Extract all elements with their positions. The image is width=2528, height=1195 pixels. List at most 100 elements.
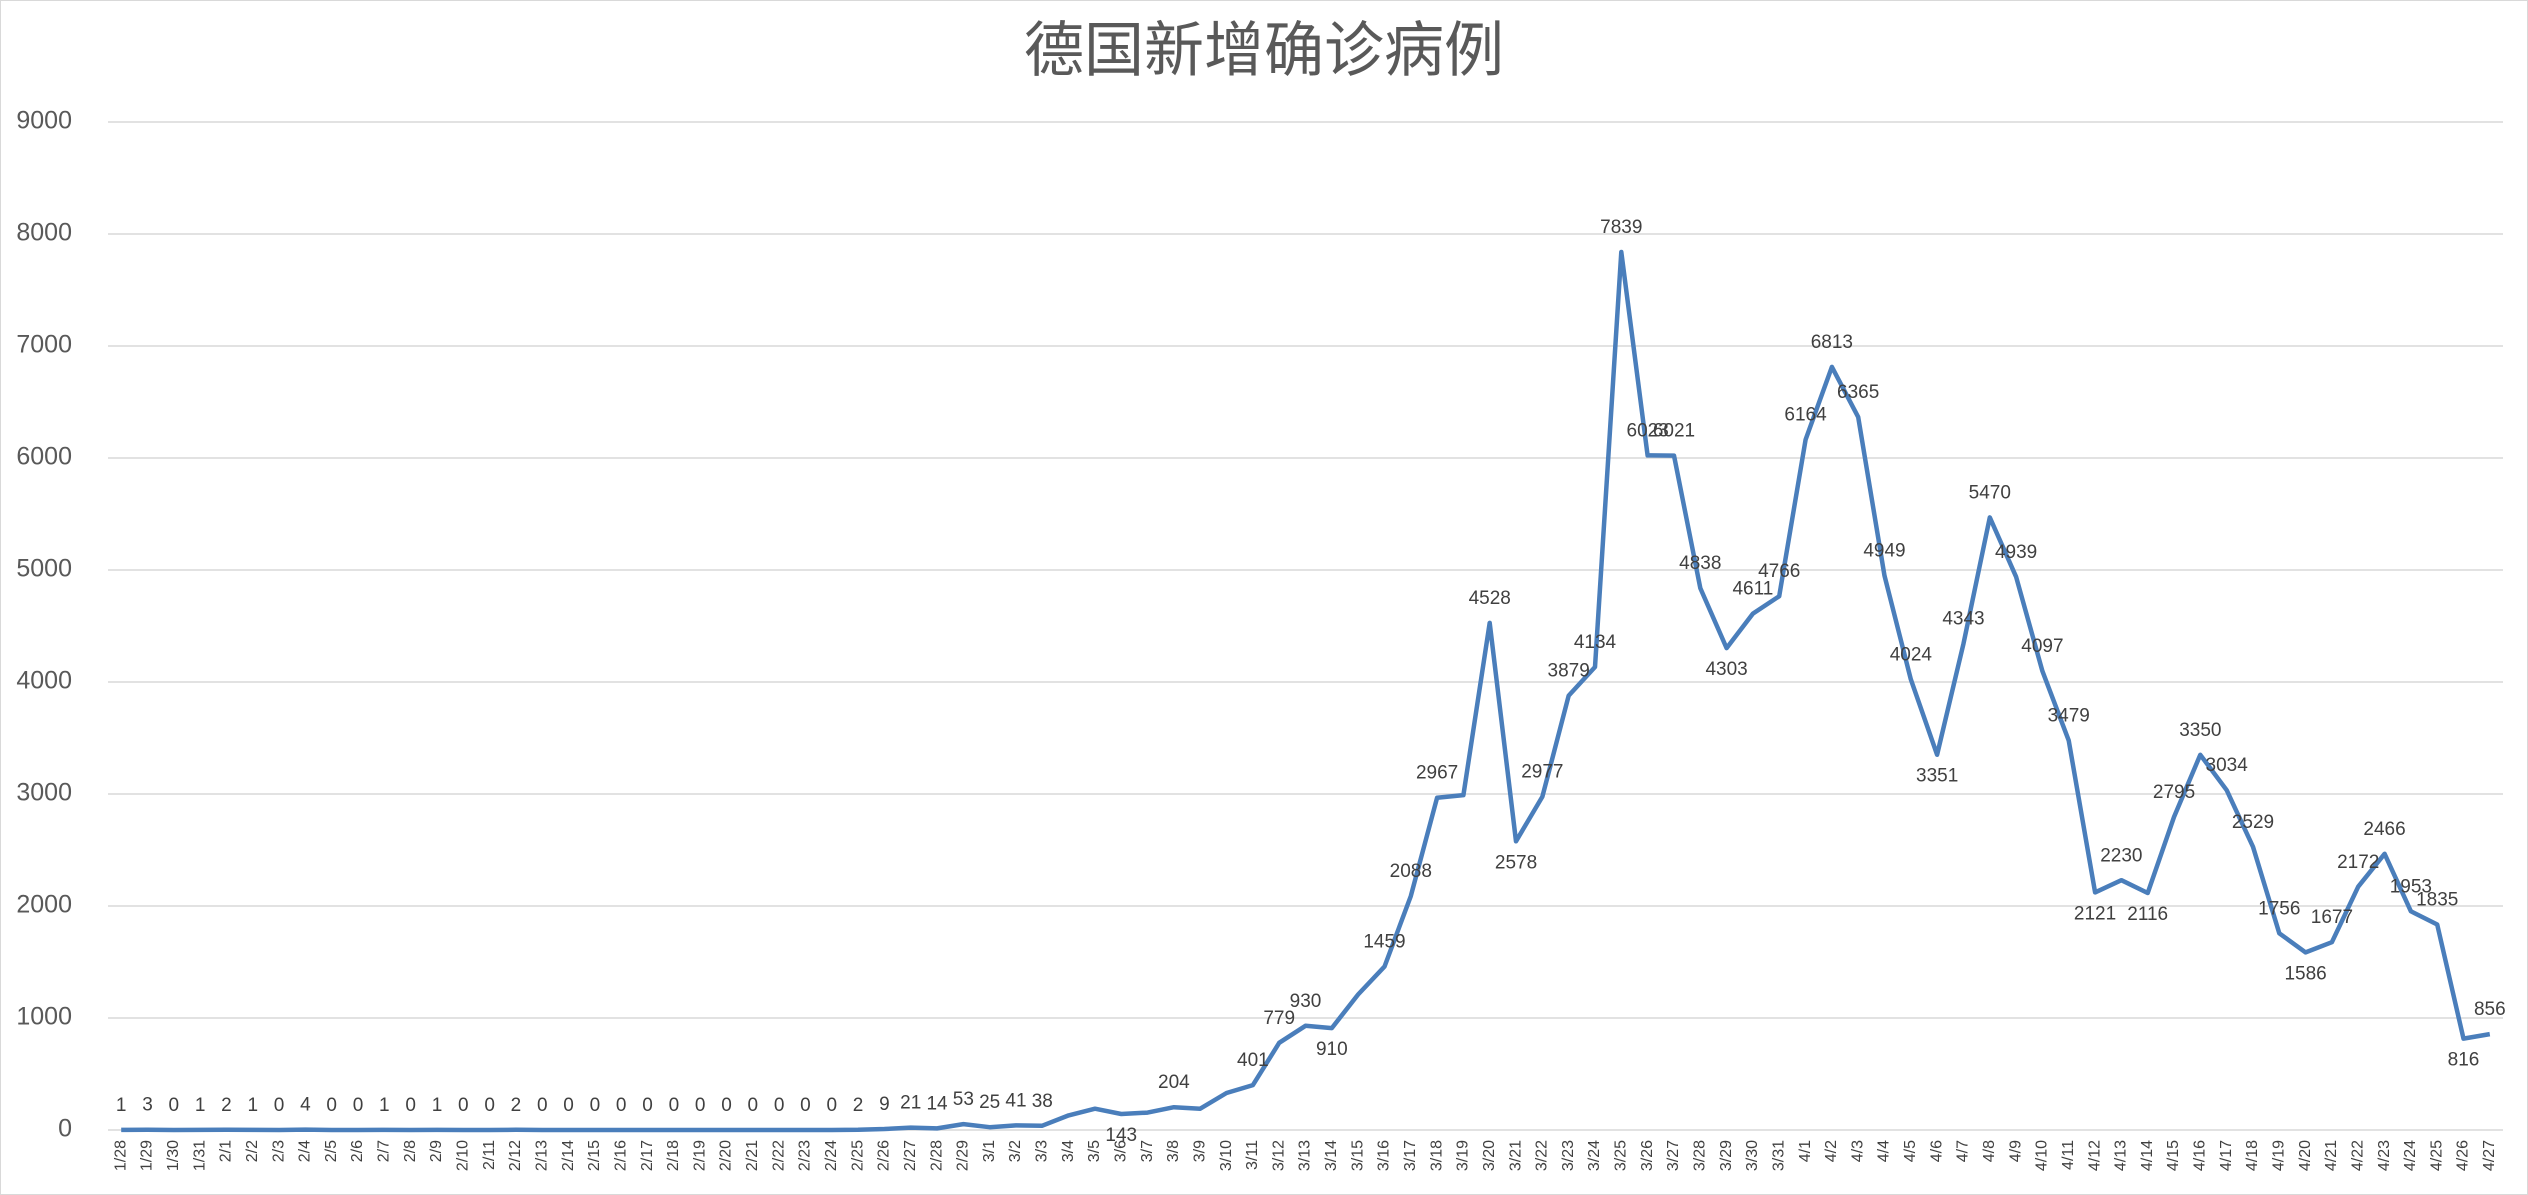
data-label: 1953: [2390, 876, 2432, 897]
data-label: 0: [274, 1095, 285, 1116]
x-tick-label: 1/29: [139, 1140, 156, 1171]
data-label: 0: [774, 1095, 785, 1116]
x-tick-label: 4/18: [2244, 1140, 2261, 1171]
data-label: 4838: [1679, 553, 1721, 574]
x-tick-label: 2/26: [876, 1140, 893, 1171]
data-label: 2578: [1495, 852, 1537, 873]
x-tick-label: 4/14: [2139, 1140, 2156, 1171]
data-label: 2121: [2074, 903, 2116, 924]
x-tick-label: 4/22: [2349, 1140, 2366, 1171]
data-label: 1586: [2284, 963, 2326, 984]
x-tick-label: 3/27: [1665, 1140, 1682, 1171]
x-tick-label: 3/10: [1218, 1140, 1235, 1171]
data-label: 2230: [2100, 845, 2142, 866]
y-tick-label: 2000: [16, 891, 72, 919]
x-tick-label: 4/11: [2060, 1140, 2077, 1170]
data-label: 0: [405, 1095, 416, 1116]
data-label: 4024: [1890, 644, 1933, 665]
data-label: 1: [116, 1095, 127, 1116]
x-tick-label: 2/24: [823, 1140, 840, 1171]
y-tick-label: 4000: [16, 667, 72, 695]
data-label: 1: [247, 1095, 258, 1116]
x-tick-label: 3/3: [1034, 1140, 1051, 1162]
x-tick-label: 3/30: [1744, 1140, 1761, 1171]
x-tick-label: 3/17: [1402, 1140, 1419, 1171]
x-tick-label: 4/9: [2007, 1140, 2024, 1162]
x-tick-label: 4/17: [2218, 1140, 2235, 1171]
x-tick-label: 2/27: [902, 1140, 919, 1171]
x-tick-label: 4/3: [1849, 1140, 1866, 1162]
x-tick-label: 4/13: [2113, 1140, 2130, 1171]
data-label: 2967: [1416, 763, 1458, 784]
x-tick-label: 3/22: [1534, 1140, 1551, 1171]
x-tick-label: 4/10: [2034, 1140, 2051, 1171]
x-tick-label: 3/12: [1270, 1140, 1287, 1171]
x-tick-label: 3/5: [1086, 1140, 1103, 1162]
data-label: 0: [590, 1095, 601, 1116]
x-tick-label: 4/15: [2165, 1140, 2182, 1171]
x-tick-label: 2/4: [297, 1140, 314, 1162]
data-label: 401: [1237, 1050, 1269, 1071]
data-label: 0: [642, 1095, 653, 1116]
data-label: 2977: [1521, 762, 1563, 783]
x-tick-label: 3/4: [1060, 1140, 1077, 1162]
data-label: 910: [1316, 1039, 1348, 1060]
data-label: 1677: [2311, 907, 2353, 928]
y-tick-label: 3000: [16, 779, 72, 807]
x-tick-label: 4/4: [1876, 1140, 1893, 1162]
x-tick-label: 2/2: [244, 1140, 261, 1162]
data-label: 6365: [1837, 382, 1879, 403]
data-label: 0: [458, 1095, 469, 1116]
x-tick-label: 3/8: [1165, 1140, 1182, 1162]
x-tick-label: 3/1: [981, 1140, 998, 1162]
x-tick-label: 4/12: [2086, 1140, 2103, 1171]
x-tick-label: 3/25: [1613, 1140, 1630, 1171]
x-tick-label: 3/11: [1244, 1140, 1261, 1170]
x-tick-label: 3/24: [1586, 1140, 1603, 1171]
data-label: 4097: [2021, 636, 2063, 657]
data-label: 2088: [1390, 861, 1432, 882]
data-label: 0: [748, 1095, 759, 1116]
chart-title: 德国新增确诊病例: [1024, 17, 1504, 84]
data-label: 53: [953, 1089, 974, 1110]
x-tick-label: 1/28: [112, 1140, 129, 1171]
x-tick-label: 2/18: [665, 1140, 682, 1171]
x-tick-label: 2/16: [612, 1140, 629, 1171]
data-label: 143: [1105, 1125, 1137, 1146]
data-label: 5470: [1969, 482, 2011, 503]
x-tick-label: 2/13: [533, 1140, 550, 1171]
data-label: 4: [300, 1095, 311, 1116]
data-label: 41: [1005, 1090, 1026, 1111]
x-tick-label: 2/8: [402, 1140, 419, 1162]
data-label: 6023: [1627, 420, 1669, 441]
data-label: 4303: [1705, 659, 1747, 680]
data-label: 3479: [2048, 705, 2090, 726]
x-tick-label: 2/29: [955, 1140, 972, 1171]
data-label: 3034: [2206, 755, 2249, 776]
data-label: 4134: [1574, 632, 1617, 653]
data-label: 7839: [1600, 217, 1642, 238]
data-label: 6164: [1784, 405, 1827, 426]
data-label: 0: [353, 1095, 364, 1116]
data-label: 2: [853, 1095, 864, 1116]
x-tick-label: 3/6: [1112, 1140, 1129, 1162]
x-tick-label: 4/2: [1823, 1140, 1840, 1162]
data-label: 0: [616, 1095, 627, 1116]
data-label: 4939: [1995, 542, 2037, 563]
x-tick-label: 4/20: [2297, 1140, 2314, 1171]
y-tick-label: 1000: [16, 1003, 72, 1031]
x-tick-label: 4/21: [2323, 1140, 2340, 1171]
data-label: 6021: [1653, 421, 1695, 442]
data-label: 1835: [2416, 889, 2458, 910]
data-label: 4766: [1758, 561, 1800, 582]
x-tick-label: 3/14: [1323, 1140, 1340, 1171]
x-tick-label: 4/5: [1902, 1140, 1919, 1162]
data-label: 0: [695, 1095, 706, 1116]
x-tick-label: 2/17: [639, 1140, 656, 1171]
data-label: 2795: [2153, 782, 2195, 803]
x-tick-label: 1/30: [165, 1140, 182, 1171]
data-label: 0: [484, 1095, 495, 1116]
x-tick-label: 2/14: [560, 1140, 577, 1171]
y-tick-label: 8000: [16, 219, 72, 247]
